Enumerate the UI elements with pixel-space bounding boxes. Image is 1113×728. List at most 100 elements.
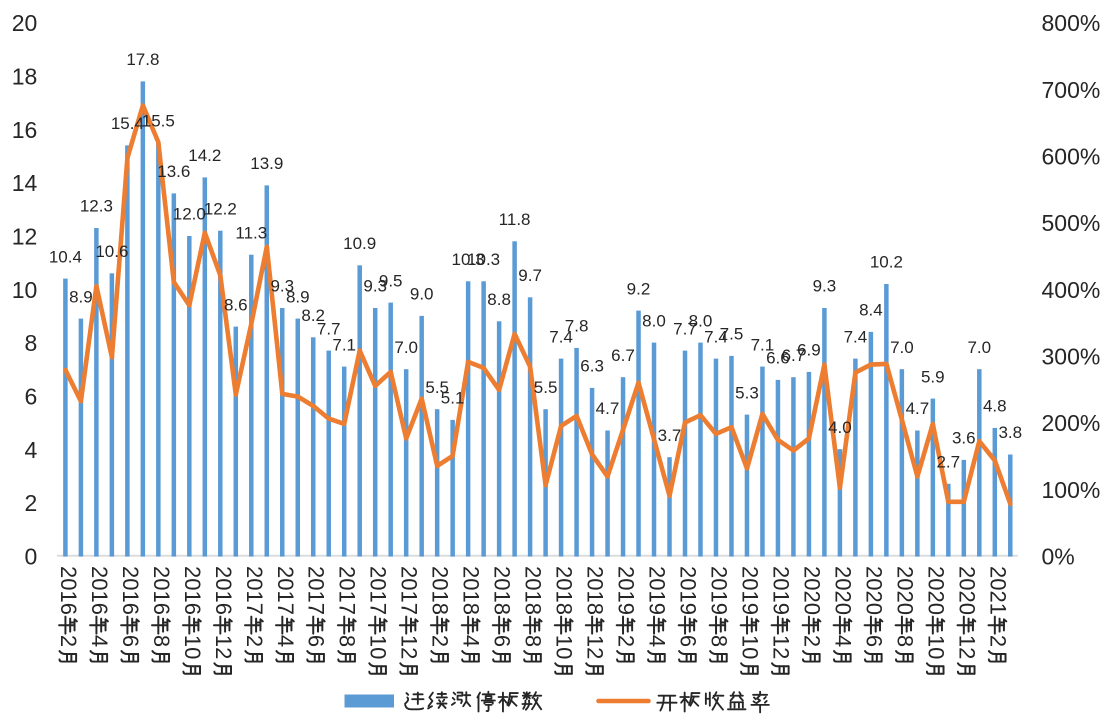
- svg-text:12.0: 12.0: [173, 205, 206, 224]
- svg-text:3.7: 3.7: [658, 426, 682, 445]
- svg-text:13.9: 13.9: [250, 154, 283, 173]
- svg-text:7.0: 7.0: [394, 338, 418, 357]
- svg-text:2016: 2016: [56, 566, 81, 615]
- svg-text:10.4: 10.4: [49, 247, 82, 266]
- svg-text:8: 8: [335, 635, 360, 647]
- svg-text:7.1: 7.1: [751, 335, 775, 354]
- svg-text:4: 4: [25, 437, 38, 463]
- svg-text:10.9: 10.9: [343, 234, 376, 253]
- svg-text:2019: 2019: [614, 566, 639, 615]
- svg-text:2018: 2018: [459, 566, 484, 615]
- svg-text:2017: 2017: [397, 566, 422, 615]
- svg-text:2016: 2016: [118, 566, 143, 615]
- svg-text:600%: 600%: [1042, 144, 1101, 170]
- svg-text:2016: 2016: [149, 566, 174, 615]
- svg-text:2: 2: [614, 635, 639, 647]
- svg-text:10: 10: [738, 635, 763, 659]
- svg-text:8.0: 8.0: [689, 311, 713, 330]
- svg-text:12: 12: [954, 635, 979, 659]
- svg-text:8: 8: [892, 635, 917, 647]
- svg-text:7.4: 7.4: [844, 327, 868, 346]
- svg-text:10.2: 10.2: [870, 253, 903, 272]
- svg-text:500%: 500%: [1042, 210, 1101, 236]
- svg-text:4: 4: [273, 635, 298, 647]
- svg-text:7.7: 7.7: [317, 319, 341, 338]
- svg-text:2: 2: [25, 490, 38, 516]
- svg-text:9.3: 9.3: [363, 277, 387, 296]
- svg-text:3.6: 3.6: [952, 429, 976, 448]
- svg-text:18: 18: [12, 63, 38, 89]
- svg-text:9.3: 9.3: [813, 277, 837, 296]
- svg-text:11.3: 11.3: [235, 223, 267, 242]
- svg-text:10: 10: [12, 277, 38, 303]
- svg-text:7.4: 7.4: [704, 327, 728, 346]
- svg-text:2019: 2019: [645, 566, 670, 615]
- svg-text:6.6: 6.6: [766, 349, 790, 368]
- svg-text:2017: 2017: [273, 566, 298, 615]
- svg-text:6: 6: [861, 635, 886, 647]
- svg-text:10: 10: [366, 635, 391, 659]
- svg-text:2: 2: [428, 635, 453, 647]
- svg-text:9.3: 9.3: [270, 277, 294, 296]
- svg-text:15.4: 15.4: [111, 114, 144, 133]
- svg-text:2019: 2019: [738, 566, 763, 615]
- svg-text:8.2: 8.2: [301, 306, 325, 325]
- svg-text:7.1: 7.1: [332, 335, 356, 354]
- svg-text:5.1: 5.1: [441, 389, 465, 408]
- svg-text:12.3: 12.3: [80, 197, 113, 216]
- svg-text:2016: 2016: [87, 566, 112, 615]
- svg-text:2016: 2016: [180, 566, 205, 615]
- svg-text:2020: 2020: [799, 566, 824, 615]
- svg-text:2021: 2021: [985, 566, 1010, 615]
- svg-text:14.2: 14.2: [188, 146, 221, 165]
- svg-text:6: 6: [304, 635, 329, 647]
- svg-text:12: 12: [211, 635, 236, 659]
- svg-text:2020: 2020: [892, 566, 917, 615]
- svg-text:12.2: 12.2: [204, 199, 237, 218]
- svg-text:2019: 2019: [768, 566, 793, 615]
- svg-text:6: 6: [676, 635, 701, 647]
- svg-text:10: 10: [180, 635, 205, 659]
- svg-text:9.0: 9.0: [410, 285, 434, 304]
- svg-text:2017: 2017: [335, 566, 360, 615]
- svg-text:6.7: 6.7: [611, 346, 635, 365]
- svg-text:700%: 700%: [1042, 77, 1101, 103]
- svg-text:2020: 2020: [861, 566, 886, 615]
- svg-text:100%: 100%: [1042, 477, 1101, 503]
- svg-text:14: 14: [12, 170, 38, 196]
- svg-text:2020: 2020: [954, 566, 979, 615]
- svg-text:4.8: 4.8: [983, 397, 1007, 416]
- svg-text:5.5: 5.5: [534, 378, 558, 397]
- svg-text:4.7: 4.7: [596, 399, 620, 418]
- svg-text:10.3: 10.3: [452, 250, 485, 269]
- svg-text:4.7: 4.7: [906, 399, 930, 418]
- svg-text:9.2: 9.2: [627, 279, 651, 298]
- svg-text:10: 10: [552, 635, 577, 659]
- svg-text:2017: 2017: [366, 566, 391, 615]
- svg-text:8.6: 8.6: [224, 295, 248, 314]
- svg-text:2018: 2018: [490, 566, 515, 615]
- svg-text:4.0: 4.0: [828, 418, 852, 437]
- svg-text:300%: 300%: [1042, 344, 1101, 370]
- svg-text:5.3: 5.3: [735, 383, 759, 402]
- svg-text:9.7: 9.7: [518, 266, 542, 285]
- svg-text:2020: 2020: [923, 566, 948, 615]
- svg-text:7.0: 7.0: [890, 338, 914, 357]
- svg-text:20: 20: [12, 10, 38, 36]
- svg-text:13.6: 13.6: [157, 162, 190, 181]
- svg-text:5.5: 5.5: [425, 378, 449, 397]
- svg-text:8.9: 8.9: [69, 287, 93, 306]
- svg-text:7.5: 7.5: [720, 325, 744, 344]
- svg-text:2018: 2018: [552, 566, 577, 615]
- svg-text:12: 12: [12, 224, 38, 250]
- svg-text:2.7: 2.7: [936, 453, 960, 472]
- svg-text:16: 16: [12, 117, 38, 143]
- svg-text:8.4: 8.4: [859, 301, 883, 320]
- svg-text:8: 8: [521, 635, 546, 647]
- svg-text:12: 12: [768, 635, 793, 659]
- svg-text:2: 2: [242, 635, 267, 647]
- svg-text:7.7: 7.7: [673, 319, 697, 338]
- svg-text:0%: 0%: [1042, 544, 1075, 570]
- svg-text:800%: 800%: [1042, 10, 1101, 36]
- svg-text:6.7: 6.7: [782, 346, 806, 365]
